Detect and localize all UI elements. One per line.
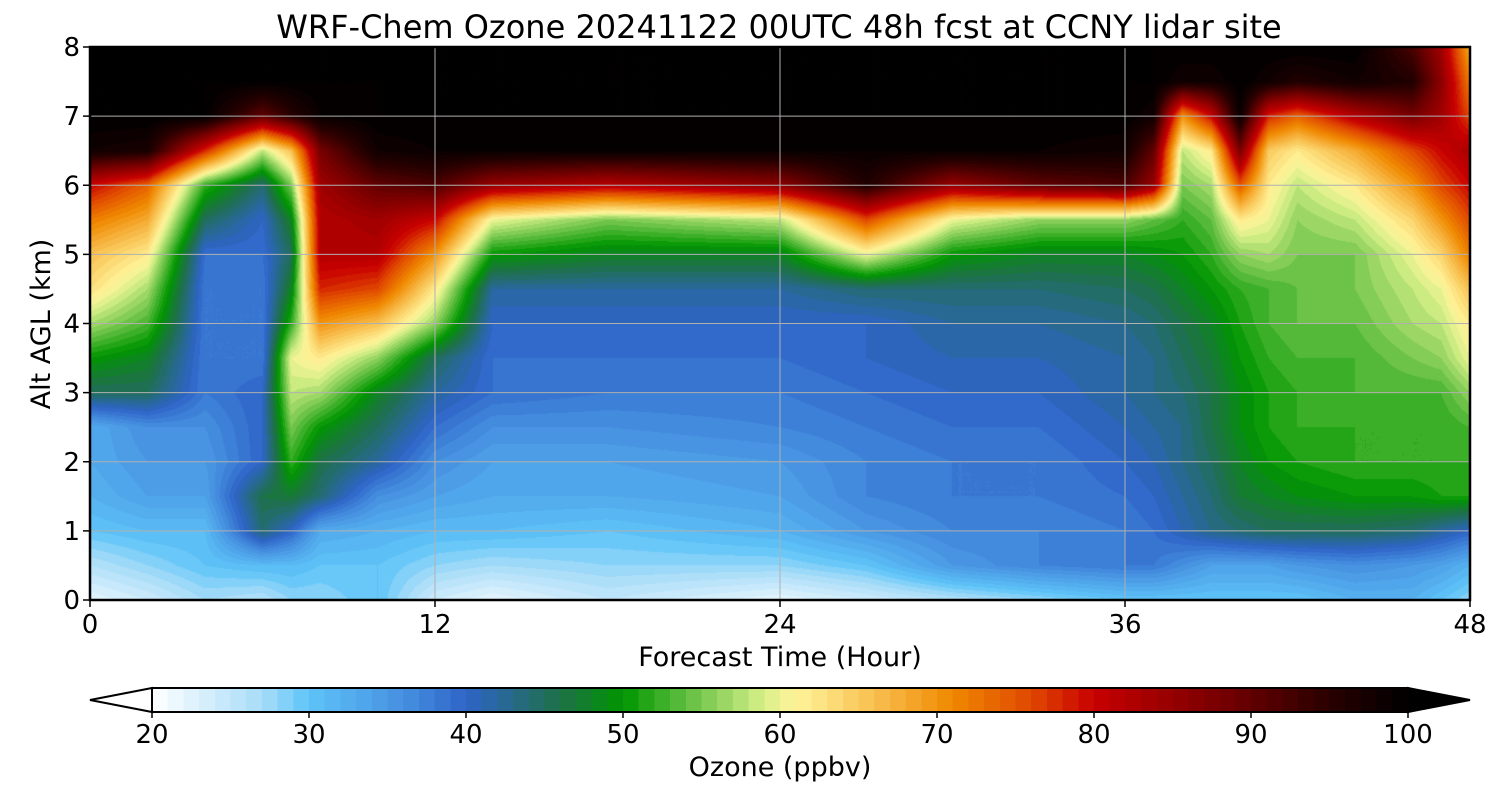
colorbar: 20 30 40 50 60 70 80 90 100 Ozone (ppbv) [89, 686, 1471, 783]
colorbar-tick-label: 50 [606, 720, 639, 750]
x-tick-label: 48 [1453, 610, 1486, 640]
y-tick-label: 8 [63, 33, 80, 63]
colorbar-tick-label: 70 [920, 720, 953, 750]
y-tick-label: 0 [63, 586, 80, 616]
colorbar-tick-label: 30 [292, 720, 325, 750]
colorbar-tick-label: 100 [1383, 720, 1433, 750]
colorbar-ticks: 20 30 40 50 60 70 80 90 100 [135, 712, 1433, 750]
y-tick-label: 6 [63, 171, 80, 201]
x-axis-ticks: 0 12 24 36 48 [82, 600, 1487, 640]
x-tick-label: 0 [82, 610, 99, 640]
colorbar-tick-label: 80 [1077, 720, 1110, 750]
colorbar-tick-label: 60 [763, 720, 796, 750]
colorbar-scale [152, 688, 1408, 712]
y-tick-label: 7 [63, 102, 80, 132]
colorbar-tick-label: 40 [449, 720, 482, 750]
y-tick-label: 4 [63, 310, 80, 340]
colorbar-label: Ozone (ppbv) [689, 752, 872, 783]
y-tick-label: 2 [63, 448, 80, 478]
x-tick-label: 36 [1108, 610, 1141, 640]
plot-area [88, 45, 1472, 602]
y-tick-label: 1 [63, 517, 80, 547]
y-axis-label: Alt AGL (km) [26, 239, 57, 410]
x-axis-label: Forecast Time (Hour) [638, 642, 922, 673]
y-tick-label: 3 [63, 379, 80, 409]
colorbar-high-extension [1407, 686, 1471, 714]
chart-title: WRF-Chem Ozone 20241122 00UTC 48h fcst a… [276, 8, 1281, 46]
y-axis-ticks: 0 1 2 3 4 5 6 7 8 [63, 33, 90, 616]
colorbar-low-extension [89, 686, 153, 714]
colorbar-tick-label: 90 [1234, 720, 1267, 750]
x-tick-label: 24 [763, 610, 796, 640]
y-tick-label: 5 [63, 240, 80, 270]
colorbar-tick-label: 20 [135, 720, 168, 750]
x-tick-label: 12 [418, 610, 451, 640]
